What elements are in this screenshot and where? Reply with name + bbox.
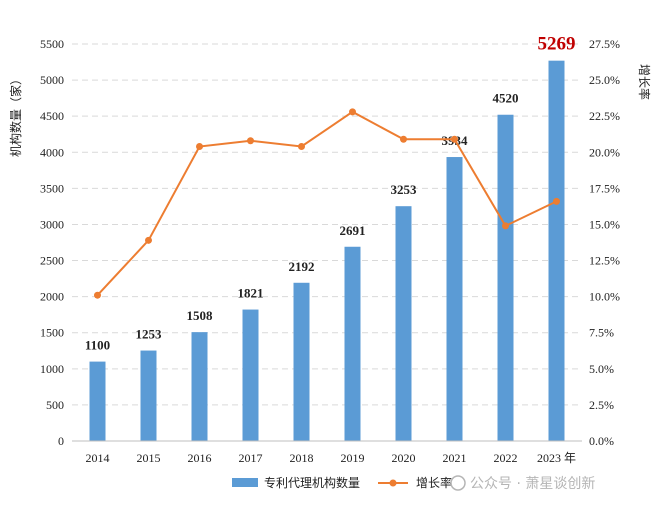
bar-data-label: 3253: [391, 182, 418, 197]
y2-tick-label: 12.5%: [589, 254, 620, 268]
bar: [242, 309, 259, 441]
legend-bar-label: 专利代理机构数量: [264, 475, 360, 490]
y2-tick-label: 22.5%: [589, 109, 620, 123]
bar-data-label: 1821: [238, 286, 264, 301]
bar: [446, 157, 463, 441]
growth-point: [94, 291, 101, 299]
y2-tick-label: 7.5%: [589, 326, 614, 340]
y-tick-label: 500: [46, 398, 64, 412]
y-tick-label: 5000: [40, 73, 64, 87]
y-tick-label: 3000: [40, 217, 64, 231]
y2-tick-label: 25.0%: [589, 73, 620, 87]
x-tick-label: 2014: [86, 451, 110, 465]
bar: [89, 361, 106, 441]
bar: [548, 60, 565, 441]
x-tick-label: 2023 年: [537, 451, 576, 465]
y2-tick-label: 10.0%: [589, 290, 620, 304]
y2-tick-label: 0.0%: [589, 434, 614, 448]
growth-line-series: [94, 108, 560, 299]
y-tick-label: 0: [58, 434, 64, 448]
growth-point: [451, 135, 458, 143]
y2-tick-label: 20.0%: [589, 145, 620, 159]
y-tick-label: 4000: [40, 145, 64, 159]
growth-point: [349, 108, 356, 116]
growth-point: [553, 197, 560, 205]
x-tick-label: 2015: [137, 451, 161, 465]
y-tick-label: 5500: [40, 37, 64, 51]
x-axis-ticks: 2014 2015 2016 2017 2018 2019 2020 2021 2022 2023…: [86, 451, 577, 465]
left-axis-ticks: 0 500 1000 1500 2000 2500 3000 3500 4000 4500 5000…: [40, 37, 64, 448]
y-tick-label: 2000: [40, 290, 64, 304]
legend-line-marker: [389, 479, 397, 487]
y-axis-title: 机构数量（家）: [8, 73, 23, 157]
bar: [293, 282, 310, 441]
bar: [344, 246, 361, 441]
x-tick-label: 2022: [494, 451, 518, 465]
x-tick-label: 2021: [443, 451, 467, 465]
x-tick-label: 2016: [188, 451, 212, 465]
bar-data-label: 4520: [493, 91, 519, 106]
y-tick-label: 1500: [40, 326, 64, 340]
growth-point: [196, 142, 203, 150]
wechat-icon: [450, 475, 466, 491]
bar-data-label: 1508: [187, 308, 214, 323]
bar-series: [89, 60, 565, 441]
watermark-text: 公众号 · 萧星谈创新: [470, 476, 595, 492]
growth-point: [502, 222, 509, 230]
growth-point: [298, 142, 305, 150]
y2-tick-label: 27.5%: [589, 37, 620, 51]
bar-data-label: 2691: [340, 223, 366, 238]
bar: [140, 350, 157, 441]
bar: [395, 206, 412, 441]
x-tick-label: 2017: [239, 451, 263, 465]
x-tick-label: 2019: [341, 451, 365, 465]
bar-data-label: 2192: [289, 259, 315, 274]
y-tick-label: 1000: [40, 362, 64, 376]
y2-tick-label: 17.5%: [589, 181, 620, 195]
x-tick-label: 2018: [290, 451, 314, 465]
bar-data-label: 5269: [538, 34, 576, 55]
y-tick-label: 3500: [40, 181, 64, 195]
bar: [191, 332, 208, 441]
watermark: 公众号 · 萧星谈创新: [450, 475, 595, 492]
y2-axis-title: 增长率: [637, 64, 652, 100]
y2-tick-label: 5.0%: [589, 362, 614, 376]
bar: [497, 114, 514, 441]
y-tick-label: 2500: [40, 254, 64, 268]
y2-tick-label: 2.5%: [589, 398, 614, 412]
legend-bar-swatch: [232, 478, 258, 487]
growth-point: [145, 236, 152, 244]
right-axis-ticks: 0.0% 2.5% 5.0% 7.5% 10.0% 12.5% 15.0% 17.5% 20.0…: [589, 37, 620, 448]
y-tick-label: 4500: [40, 109, 64, 123]
y2-tick-label: 15.0%: [589, 217, 620, 231]
bar-data-label: 1253: [136, 327, 163, 342]
legend-line-label: 增长率: [416, 475, 452, 490]
legend: 专利代理机构数量 增长率: [232, 475, 452, 490]
growth-line: [96, 110, 557, 296]
bar-data-label: 1100: [85, 338, 110, 353]
growth-point: [400, 135, 407, 143]
x-tick-label: 2020: [392, 451, 416, 465]
growth-point: [247, 137, 254, 145]
